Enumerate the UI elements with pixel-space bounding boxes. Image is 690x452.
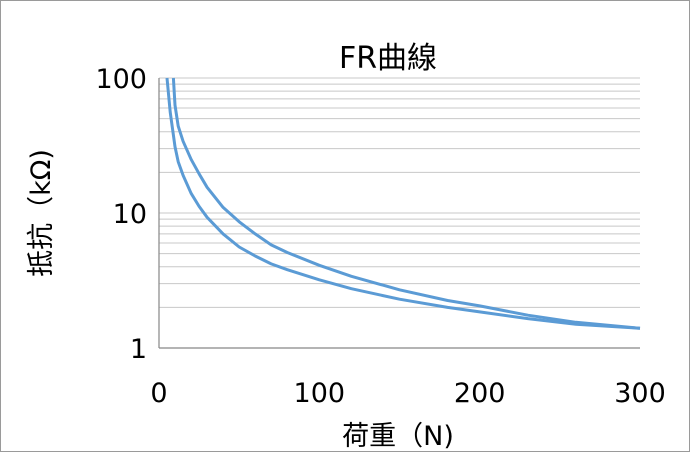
y-tick-labels: 1 10 100 — [95, 64, 147, 365]
x-tick-labels: 0 100 200 300 — [150, 378, 665, 409]
chart-title: FR曲線 — [339, 41, 437, 76]
series-line-2 — [171, 77, 641, 330]
y-tick-label: 100 — [95, 64, 147, 95]
gridlines — [159, 77, 640, 349]
y-tick-label: 10 — [113, 199, 147, 230]
x-tick-label: 0 — [150, 378, 167, 409]
series-layer — [165, 77, 641, 330]
x-axis-title: 荷重（N) — [342, 421, 454, 452]
x-tick-label: 300 — [614, 378, 666, 409]
series-line-1 — [165, 77, 641, 330]
y-axis-title: 抵抗（kΩ) — [26, 149, 57, 277]
x-tick-label: 100 — [294, 378, 346, 409]
y-tick-label: 1 — [130, 334, 147, 365]
x-tick-label: 200 — [454, 378, 506, 409]
